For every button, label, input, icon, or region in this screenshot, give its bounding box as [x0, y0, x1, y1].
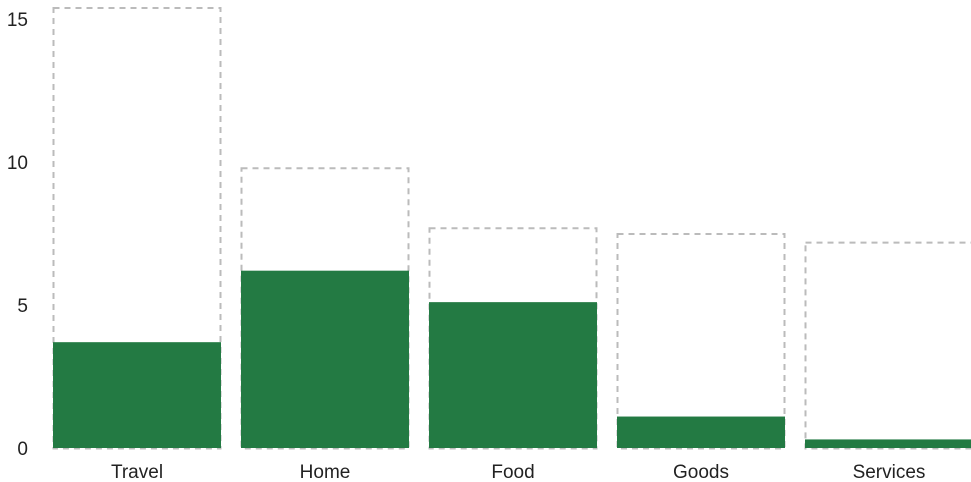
bar-home	[241, 270, 409, 448]
x-tick-label-home: Home	[300, 462, 351, 482]
x-tick-label-travel: Travel	[111, 462, 163, 482]
bar-goods	[617, 416, 785, 448]
target-outline-home	[240, 167, 410, 450]
actual-bars	[53, 270, 971, 448]
y-tick-label-3: 15	[7, 10, 28, 31]
x-axis: Travel Home Food Goods Services	[111, 462, 925, 482]
bar-services	[805, 439, 971, 448]
y-tick-label-0: 0	[17, 439, 28, 460]
x-tick-label-services: Services	[853, 462, 926, 482]
target-outline-services	[804, 241, 971, 450]
y-tick-label-1: 5	[17, 296, 28, 317]
target-outline-goods	[616, 233, 786, 450]
y-tick-label-2: 10	[7, 153, 28, 174]
y-axis: 0 5 10 15	[7, 10, 28, 460]
target-outline-travel	[52, 7, 222, 450]
bar-travel	[53, 342, 221, 448]
x-tick-label-goods: Goods	[673, 462, 729, 482]
bar-food	[429, 302, 597, 448]
x-tick-label-food: Food	[491, 462, 534, 482]
